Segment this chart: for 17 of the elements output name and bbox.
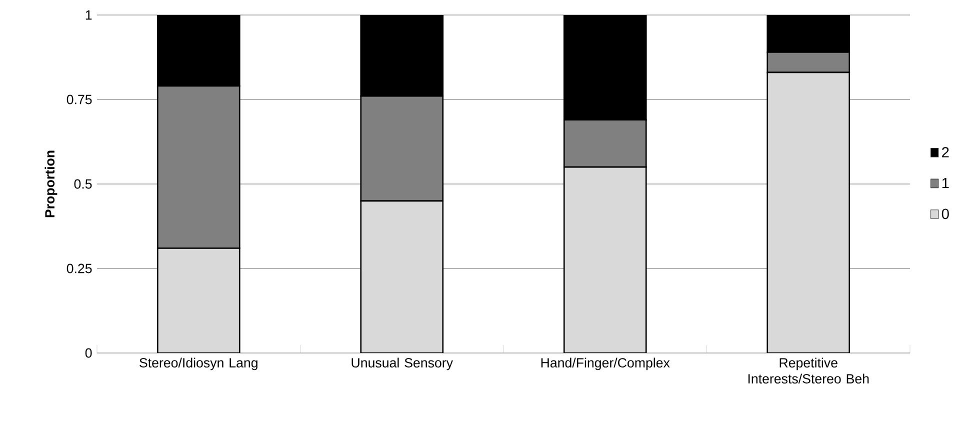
x-tick-label: Repetitive Interests/Stereo Beh bbox=[748, 358, 869, 384]
x-tick-label: Stereo/Idiosyn Lang bbox=[140, 358, 258, 370]
legend-label: 0 bbox=[942, 208, 949, 220]
y-tick-label: 0 bbox=[85, 348, 92, 358]
bar bbox=[156, 248, 240, 353]
legend-label: 2 bbox=[942, 147, 949, 158]
y-tick-label: 0.25 bbox=[66, 264, 92, 274]
x-tick-label: Unusual Sensory bbox=[352, 358, 453, 370]
bar bbox=[360, 200, 444, 353]
y-tick-label: 0.5 bbox=[74, 179, 92, 189]
y-tick-label: 1 bbox=[86, 10, 92, 20]
y-axis-title: Proportion bbox=[44, 150, 58, 218]
bar bbox=[563, 166, 647, 353]
x-tick-label: Hand/Finger/Complex bbox=[541, 358, 670, 370]
bar bbox=[766, 72, 850, 353]
y-tick-label: 0.75 bbox=[66, 94, 92, 104]
legend-label: 1 bbox=[942, 178, 949, 188]
